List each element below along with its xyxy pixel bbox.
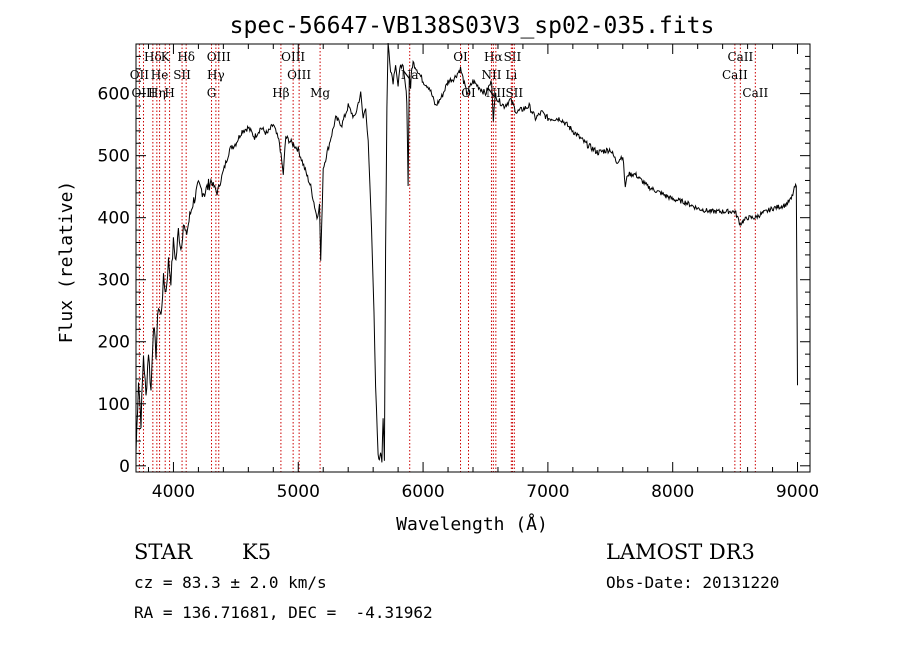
marker-label: Hα [484,50,503,64]
marker-label: CaII [727,50,753,64]
redshift-text: cz = 83.3 ± 2.0 km/s [134,573,327,592]
y-tick-label: 300 [98,271,130,291]
marker-label: OIII [207,50,231,64]
plot-frame [135,43,811,473]
y-tick-label: 0 [119,457,130,477]
marker-label: OI [453,50,468,64]
chart-title: spec-56647-VB138S03V3_sp02-035.fits [230,13,715,39]
marker-label: Hη [148,86,166,100]
object-subclass: K5 [242,540,272,564]
marker-label: SII [505,86,523,100]
y-tick-label: 500 [98,147,130,167]
marker-label: H [164,86,174,100]
survey-name: LAMOST DR3 [606,540,755,564]
spectrum-line-group [135,42,798,463]
marker-label: SII [504,50,522,64]
y-tick-label: 400 [98,209,130,229]
marker-label: K [161,50,171,64]
marker-label: CaII [742,86,768,100]
marker-label: Hγ [207,68,225,82]
marker-label: CaII [722,68,748,82]
y-tick-label: 600 [98,85,130,105]
marker-label: G [207,86,217,100]
spectral-line-markers: Hδ OII OIII K He Hη SII H Hδ OIII Hγ G Hβ OIII OIII Mg N… [130,44,768,472]
x-tick-label: 5000 [277,482,320,502]
marker-label: OIII [281,50,305,64]
y-axis-label: Flux (relative) [56,181,77,344]
marker-label: OIII [287,68,311,82]
y-tick-label: 200 [98,333,130,353]
marker-label: SII [173,68,191,82]
y-tick-label: 100 [98,395,130,415]
axes: 4000 5000 6000 7000 8000 9000 0 100 200 300 400 500… [98,44,819,502]
marker-label: NII [481,68,501,82]
x-tick-label: 9000 [776,482,819,502]
marker-label: OII [130,68,150,82]
x-tick-label: 6000 [401,482,444,502]
x-tick-label: 7000 [526,482,569,502]
obs-date: Obs-Date: 20131220 [606,573,780,592]
marker-label: Hδ [177,50,195,64]
ra-dec: RA = 136.71681, DEC = -4.31962 [134,603,433,622]
marker-label: He [151,68,169,82]
marker-label: Hδ [144,50,162,64]
object-class: STAR [134,540,193,564]
marker-label: Hβ [272,86,289,100]
spectrum-line [135,42,798,463]
marker-label: Mg [310,86,330,100]
x-tick-label: 8000 [651,482,694,502]
marker-label: OIII [131,86,155,100]
marker-label: OI [461,86,476,100]
marker-label: Li [505,68,517,82]
x-tick-label: 4000 [152,482,195,502]
x-axis-label: Wavelength (Å) [396,513,548,535]
